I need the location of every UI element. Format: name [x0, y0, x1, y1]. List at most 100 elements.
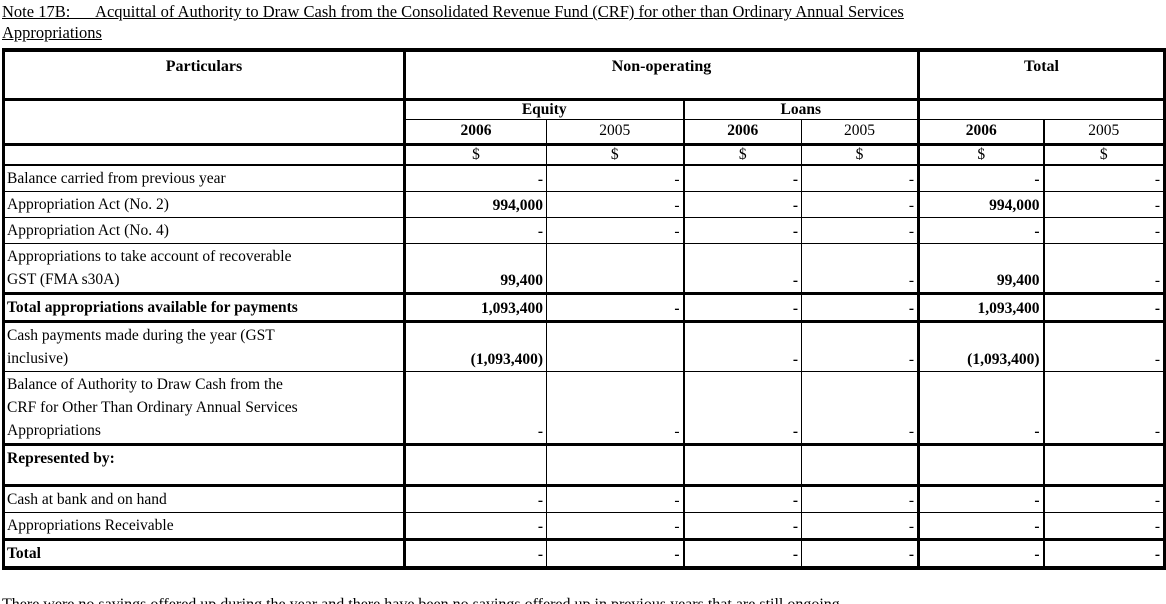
cell-value: -: [1042, 217, 1166, 244]
cell-value: -: [546, 512, 684, 540]
currency-header: $: [403, 142, 547, 166]
cell-value: -: [1042, 371, 1166, 445]
cell-value: [801, 443, 919, 487]
cell-value: -: [801, 164, 919, 192]
header-row-subgroups: Equity Loans: [3, 98, 1166, 145]
cell-value: -: [801, 243, 919, 294]
table-row-grand-total: Total - - - - - -: [3, 538, 1166, 569]
cell-value: -: [546, 217, 684, 244]
year-header-equity-2005: 2005: [546, 118, 684, 145]
row-label: Represented by:: [3, 443, 405, 487]
cell-value: 1,093,400: [403, 292, 547, 323]
cell-value: -: [403, 217, 547, 244]
cell-value: -: [546, 164, 684, 192]
cell-value: (1,093,400): [403, 321, 547, 372]
cell-value: [546, 321, 684, 372]
cell-value: -: [801, 217, 919, 244]
cell-value: [403, 443, 547, 487]
cell-value: 994,000: [917, 191, 1044, 218]
financial-table: Particulars Non-operating Total Equity L…: [2, 48, 1166, 570]
row-label: Balance carried from previous year: [3, 164, 405, 192]
cell-value: -: [801, 485, 919, 513]
row-label: Total appropriations available for payme…: [3, 292, 405, 323]
table-row: Appropriation Act (No. 2) 994,000 - - - …: [3, 191, 1166, 218]
cell-value: (1,093,400): [917, 321, 1044, 372]
cell-value: -: [801, 371, 919, 445]
cell-value: -: [682, 191, 802, 218]
table-row-represented-by: Represented by:: [3, 443, 1166, 487]
cell-value: -: [917, 164, 1044, 192]
header-row-years: 2006 2005 2006 2005 2006 2005: [4, 118, 1166, 145]
cell-value: -: [801, 512, 919, 540]
footer-note: There were no savings offered up during …: [2, 596, 1166, 604]
row-label: Appropriations to take account of recove…: [3, 243, 405, 294]
cell-value: -: [403, 512, 547, 540]
cell-value: -: [801, 292, 919, 323]
cell-value: [917, 443, 1044, 487]
cell-value: -: [546, 485, 684, 513]
cell-value: -: [801, 191, 919, 218]
cell-value: -: [917, 217, 1044, 244]
note-title: Note 17B: Acquittal of Authority to Draw…: [2, 1, 1166, 43]
table-row-total-appropriations: Total appropriations available for payme…: [3, 292, 1166, 323]
currency-header: $: [546, 142, 684, 166]
note-title-line2: Appropriations: [2, 23, 102, 42]
cell-value: -: [682, 512, 802, 540]
row-label: Cash payments made during the year (GST …: [3, 321, 405, 372]
cell-value: [546, 443, 684, 487]
cell-value: -: [403, 164, 547, 192]
cell-value: 99,400: [403, 243, 547, 294]
cell-value: -: [682, 292, 802, 323]
cell-value: -: [682, 485, 802, 513]
header-non-operating: Non-operating: [403, 49, 919, 101]
header-total-spacer: [916, 98, 1166, 120]
cell-value: 99,400: [917, 243, 1044, 294]
cell-value: -: [546, 191, 684, 218]
cell-value: -: [403, 371, 547, 445]
table-row: Cash payments made during the year (GST …: [3, 321, 1166, 372]
year-header-total-2005: 2005: [1042, 118, 1166, 145]
year-header-equity-2006: 2006: [403, 118, 547, 145]
header-row-currency: $ $ $ $ $ $: [3, 142, 1166, 166]
cell-value: 1,093,400: [917, 292, 1044, 323]
cell-value: -: [801, 321, 919, 372]
cell-value: -: [917, 485, 1044, 513]
cell-value: -: [1042, 292, 1166, 323]
header-equity: Equity: [403, 98, 684, 120]
cell-value: -: [1042, 164, 1166, 192]
cell-value: -: [546, 538, 684, 569]
header-particulars-spacer: [3, 98, 405, 145]
currency-header: $: [801, 142, 919, 166]
cell-value: -: [1042, 538, 1166, 569]
cell-value: -: [917, 512, 1044, 540]
header-row-groups: Particulars Non-operating Total: [3, 49, 1166, 101]
table-row: Appropriations to take account of recove…: [3, 243, 1166, 294]
row-label: Appropriations Receivable: [3, 512, 405, 540]
cell-value: -: [682, 217, 802, 244]
cell-value: -: [1042, 243, 1166, 294]
cell-value: 994,000: [403, 191, 547, 218]
cell-value: -: [1042, 321, 1166, 372]
cell-value: -: [546, 292, 684, 323]
table-row: Cash at bank and on hand - - - - - -: [3, 485, 1166, 513]
cell-value: -: [682, 243, 802, 294]
cell-value: -: [801, 538, 919, 569]
cell-value: -: [1042, 512, 1166, 540]
currency-header: $: [682, 142, 802, 166]
row-label: Balance of Authority to Draw Cash from t…: [3, 371, 405, 445]
cell-value: [546, 243, 684, 294]
cell-value: -: [682, 164, 802, 192]
table-row: Appropriation Act (No. 4) - - - - - -: [3, 217, 1166, 244]
cell-value: -: [682, 538, 802, 569]
cell-value: -: [682, 371, 802, 445]
row-label: Appropriation Act (No. 2): [3, 191, 405, 218]
table-row: Balance carried from previous year - - -…: [3, 164, 1166, 192]
cell-value: -: [403, 485, 547, 513]
year-header-loans-2005: 2005: [801, 118, 919, 145]
cell-value: [682, 443, 802, 487]
row-label: Cash at bank and on hand: [3, 485, 405, 513]
year-header-total-2006: 2006: [917, 118, 1044, 145]
table-row: Appropriations Receivable - - - - - -: [3, 512, 1166, 540]
year-header-loans-2006: 2006: [682, 118, 802, 145]
